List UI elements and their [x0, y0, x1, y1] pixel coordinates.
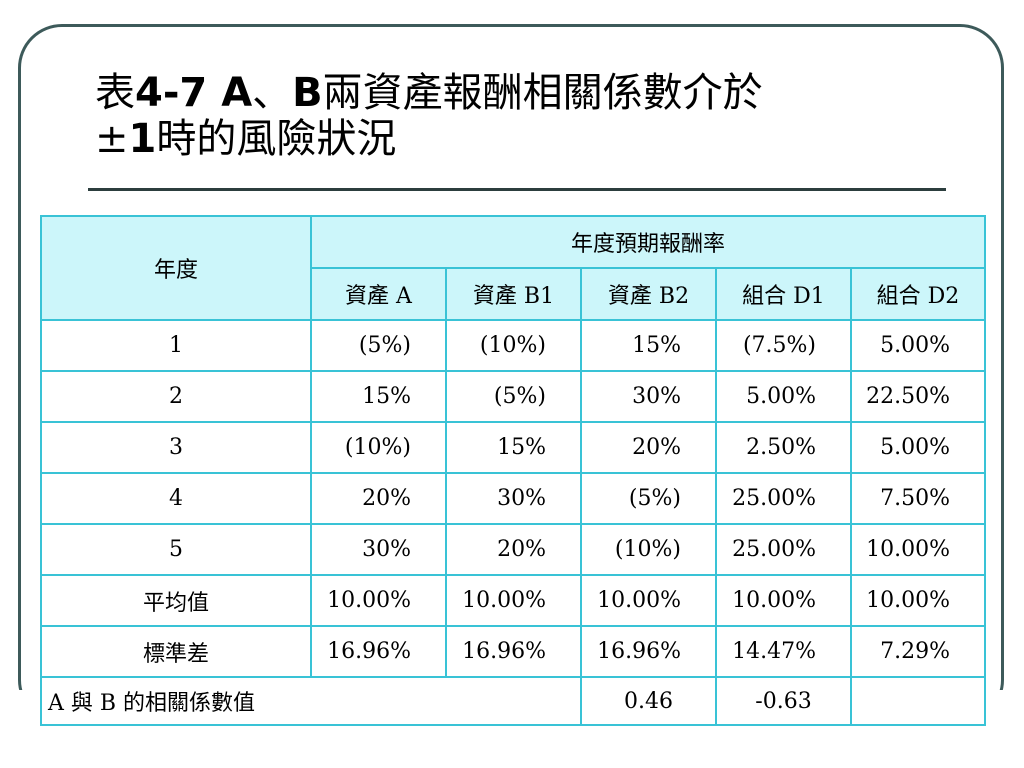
correlation-label: A 與 B 的相關係數值: [40, 676, 582, 726]
title-text-line2: 時的風險狀況: [156, 116, 397, 162]
table-cell: 25.00%: [715, 523, 852, 576]
title-separator: 、: [252, 70, 293, 116]
title-asset-b: B: [292, 70, 323, 116]
table-row: 標準差 16.96% 16.96% 16.96% 14.47% 7.29%: [40, 625, 986, 678]
table-cell: 30%: [310, 523, 447, 576]
column-header: 資產 B2: [580, 267, 717, 321]
column-header: 資產 B1: [445, 267, 582, 321]
column-header: 組合 D2: [850, 267, 986, 321]
table-cell: 20%: [310, 472, 447, 525]
row-label: 5: [40, 523, 312, 576]
returns-table: 年度 年度預期報酬率 資產 A 資產 B1 資產 B2 組合 D1 組合 D2 …: [40, 215, 986, 726]
column-header-row: 資產 A 資產 B1 資產 B2 組合 D1 組合 D2: [41, 267, 986, 321]
table-cell: (10%): [310, 421, 447, 474]
column-header: 資產 A: [310, 267, 447, 321]
title-one: 1: [128, 116, 157, 162]
correlation-b2: -0.63: [715, 676, 852, 726]
table-row: 3 (10%) 15% 20% 2.50% 5.00%: [40, 421, 986, 474]
year-header: 年度: [40, 215, 312, 321]
table-cell: 7.29%: [850, 625, 986, 678]
row-label: 4: [40, 472, 312, 525]
table-row: 2 15% (5%) 30% 5.00% 22.50%: [40, 370, 986, 423]
table-cell: 10.00%: [445, 574, 582, 627]
table-cell: (5%): [310, 319, 447, 372]
table-row: 1 (5%) (10%) 15% (7.5%) 5.00%: [40, 319, 986, 372]
title-plusminus: ±: [95, 116, 129, 162]
table-row: 5 30% 20% (10%) 25.00% 10.00%: [40, 523, 986, 576]
table-cell: 15%: [580, 319, 717, 372]
table-cell: 30%: [580, 370, 717, 423]
correlation-row: A 與 B 的相關係數值 0.46 -0.63: [40, 676, 986, 726]
table-cell: 10.00%: [580, 574, 717, 627]
table-cell: 10.00%: [850, 574, 986, 627]
table-cell: 15%: [310, 370, 447, 423]
title-prefix: 表: [95, 70, 135, 116]
row-label: 3: [40, 421, 312, 474]
table-cell: 16.96%: [445, 625, 582, 678]
table-cell: 10.00%: [310, 574, 447, 627]
table-cell: 5.00%: [850, 319, 986, 372]
table-cell: 16.96%: [580, 625, 717, 678]
table-cell: 25.00%: [715, 472, 852, 525]
correlation-b1: 0.46: [580, 676, 717, 726]
table-cell: (7.5%): [715, 319, 852, 372]
table-cell: 5.00%: [715, 370, 852, 423]
table-cell: 30%: [445, 472, 582, 525]
table-cell: 10.00%: [715, 574, 852, 627]
table-cell: 16.96%: [310, 625, 447, 678]
title-table-number: 4-7 A: [135, 70, 253, 116]
row-label: 2: [40, 370, 312, 423]
table-cell: (10%): [445, 319, 582, 372]
title-text-line1: 兩資產報酬相關係數介於: [322, 70, 763, 116]
title-underline: [88, 188, 946, 191]
table-cell: 2.50%: [715, 421, 852, 474]
table-cell: 5.00%: [850, 421, 986, 474]
table-cell: 20%: [580, 421, 717, 474]
row-label: 1: [40, 319, 312, 372]
table-cell: 10.00%: [850, 523, 986, 576]
slide-title: 表4-7 A、B兩資產報酬相關係數介於 ±1時的風險狀況: [95, 70, 935, 162]
table-cell: 14.47%: [715, 625, 852, 678]
table-row: 4 20% 30% (5%) 25.00% 7.50%: [40, 472, 986, 525]
table-cell: 7.50%: [850, 472, 986, 525]
row-label: 平均值: [40, 574, 312, 627]
table-header-row: 年度 年度預期報酬率: [40, 215, 986, 321]
table-cell: (5%): [445, 370, 582, 423]
table-row: 平均值 10.00% 10.00% 10.00% 10.00% 10.00%: [40, 574, 986, 627]
empty-cell: [850, 676, 986, 726]
row-label: 標準差: [40, 625, 312, 678]
table-cell: (10%): [580, 523, 717, 576]
table-cell: 20%: [445, 523, 582, 576]
table-cell: 22.50%: [850, 370, 986, 423]
table-cell: (5%): [580, 472, 717, 525]
group-header: 年度預期報酬率: [310, 215, 986, 269]
column-header: 組合 D1: [715, 267, 852, 321]
table-cell: 15%: [445, 421, 582, 474]
